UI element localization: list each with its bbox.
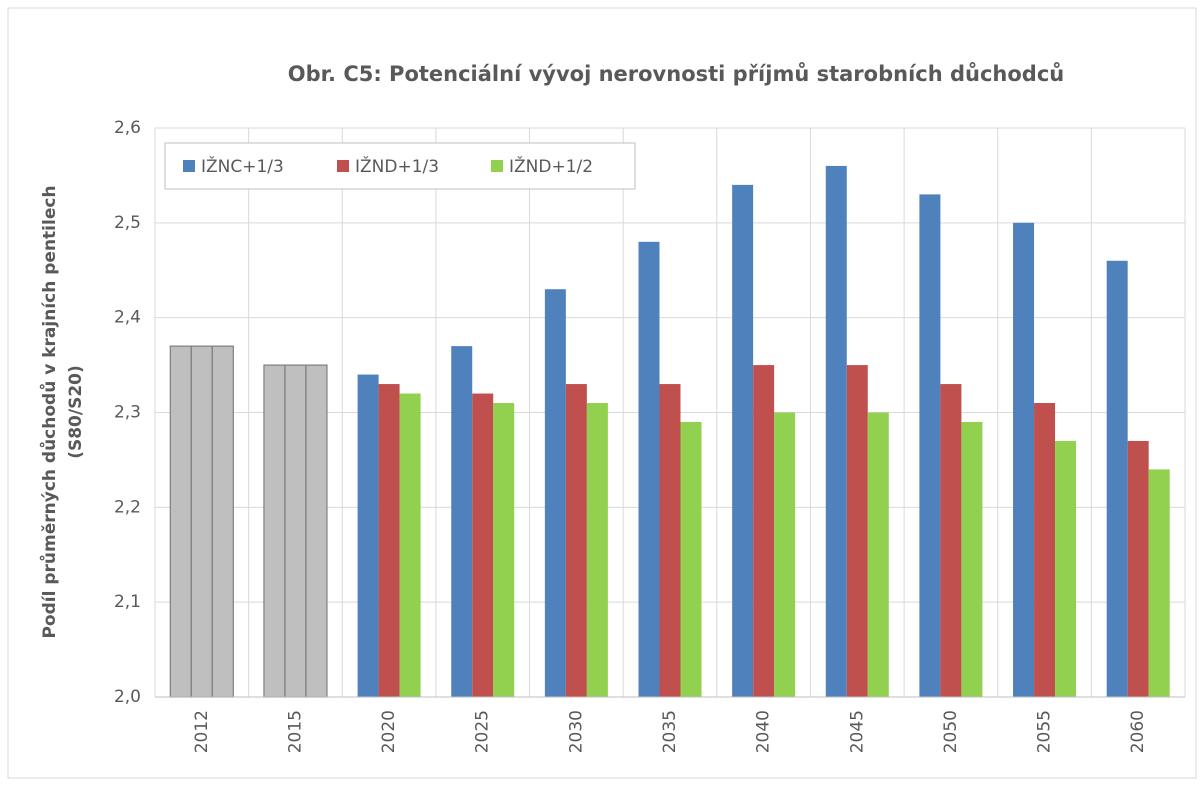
legend-label: IŽNC+1/3 [201, 155, 284, 177]
bar [732, 184, 754, 697]
bar [919, 194, 941, 697]
bar [846, 365, 868, 697]
x-tick-label: 2015 [285, 710, 305, 753]
x-tick-label: 2040 [754, 710, 774, 753]
legend-swatch [337, 160, 349, 172]
y-tick-label: 2,1 [114, 592, 141, 612]
bar [190, 345, 213, 698]
bar [1148, 469, 1170, 697]
bar [940, 384, 962, 697]
bar [472, 393, 494, 697]
bar [961, 421, 983, 697]
bar [586, 403, 608, 697]
bar [1034, 403, 1056, 697]
bar [680, 421, 702, 697]
bar [378, 384, 400, 697]
legend-swatch [183, 160, 195, 172]
bar [169, 345, 192, 698]
legend-label: IŽND+1/2 [509, 155, 593, 177]
bar [659, 384, 681, 697]
x-tick-label: 2045 [847, 710, 867, 753]
bar [565, 384, 587, 697]
bar [1127, 440, 1149, 697]
bar [867, 412, 889, 697]
bar [451, 346, 473, 697]
x-tick-label: 2055 [1035, 710, 1055, 753]
y-tick-label: 2,4 [114, 308, 141, 328]
legend-box [164, 142, 636, 190]
bar [1013, 222, 1035, 698]
bar [493, 403, 515, 697]
bar [399, 393, 421, 697]
bar [1055, 440, 1077, 697]
bar [1106, 260, 1128, 697]
bar [357, 374, 379, 697]
legend-swatch [491, 160, 503, 172]
y-axis-label: Podíl průměrných důchodů v krajních pent… [38, 185, 60, 638]
y-tick-label: 2,5 [114, 213, 141, 233]
x-tick-label: 2020 [379, 710, 399, 753]
bar [638, 241, 660, 698]
bar [753, 365, 775, 697]
y-axis-label: (S80/S20) [66, 365, 86, 459]
chart-title: Obr. C5: Potenciální vývoj nerovnosti př… [288, 62, 1064, 86]
y-tick-label: 2,0 [114, 687, 141, 707]
y-tick-label: 2,6 [114, 118, 141, 138]
y-tick-label: 2,2 [114, 497, 141, 517]
bar [825, 165, 847, 697]
bar [211, 345, 234, 698]
legend-label: IŽND+1/3 [355, 155, 439, 177]
x-tick-label: 2035 [660, 710, 680, 753]
y-tick-label: 2,3 [114, 403, 141, 423]
bar [305, 364, 328, 698]
x-tick-label: 2060 [1128, 710, 1148, 753]
bar [544, 289, 566, 697]
x-tick-label: 2030 [566, 710, 586, 753]
x-tick-label: 2012 [192, 710, 212, 753]
bar [774, 412, 796, 697]
x-tick-label: 2050 [941, 710, 961, 753]
bar [263, 364, 286, 698]
x-tick-label: 2025 [473, 710, 493, 753]
bar [284, 364, 307, 698]
